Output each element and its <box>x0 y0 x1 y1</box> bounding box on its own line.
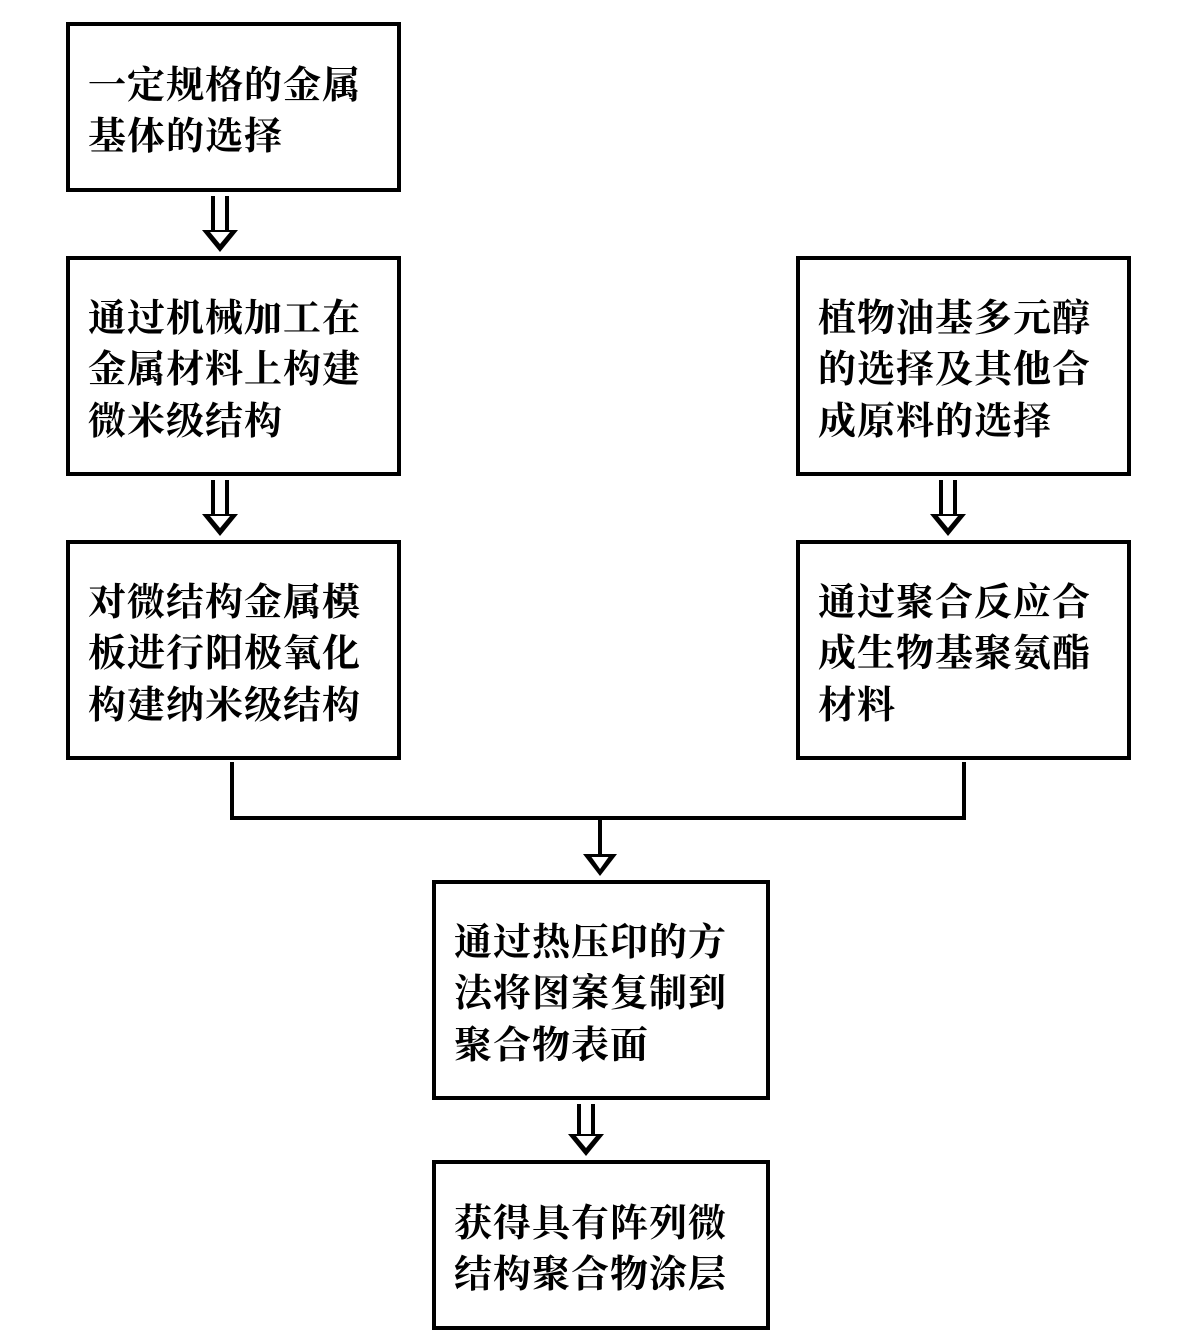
merge-connector <box>0 0 1203 1329</box>
flowchart-stage: 一定规格的金属 基体的选择通过机械加工在 金属材料上构建 微米级结构对微结构金属… <box>0 0 1203 1329</box>
